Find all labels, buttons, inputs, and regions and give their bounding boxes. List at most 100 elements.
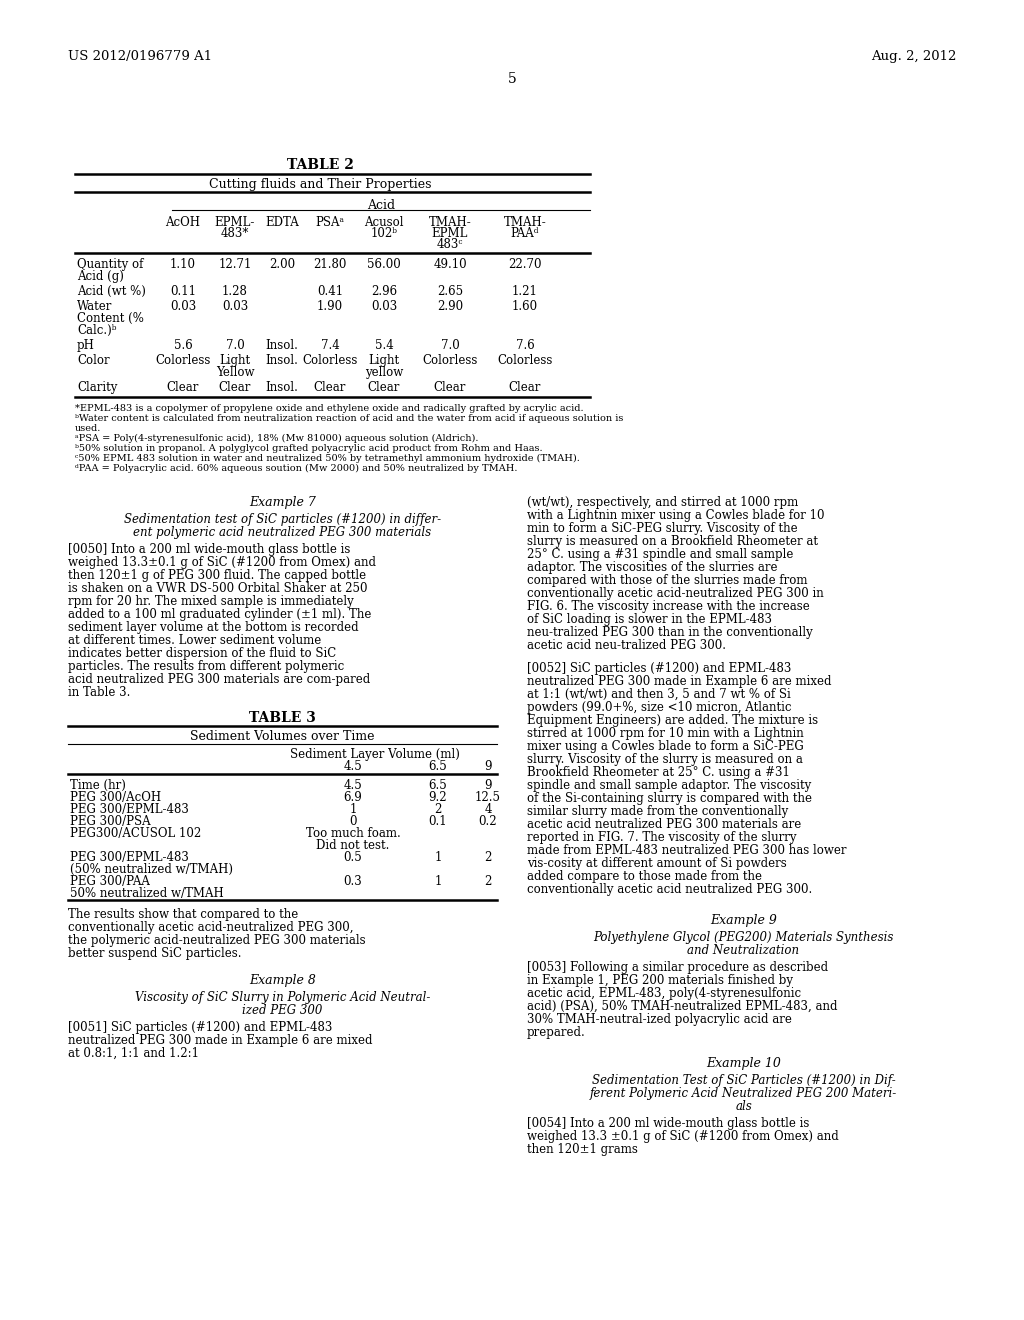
Text: similar slurry made from the conventionally: similar slurry made from the conventiona… bbox=[527, 805, 788, 818]
Text: 5.6: 5.6 bbox=[174, 339, 193, 352]
Text: Clear: Clear bbox=[368, 381, 400, 393]
Text: Too much foam.: Too much foam. bbox=[305, 828, 400, 840]
Text: 483*: 483* bbox=[221, 227, 249, 240]
Text: made from EPML-483 neutralized PEG 300 has lower: made from EPML-483 neutralized PEG 300 h… bbox=[527, 843, 847, 857]
Text: Clear: Clear bbox=[509, 381, 542, 393]
Text: 0: 0 bbox=[349, 814, 356, 828]
Text: Quantity of: Quantity of bbox=[77, 257, 143, 271]
Text: 483ᶜ: 483ᶜ bbox=[437, 238, 463, 251]
Text: 7.0: 7.0 bbox=[225, 339, 245, 352]
Text: sediment layer volume at the bottom is recorded: sediment layer volume at the bottom is r… bbox=[68, 620, 358, 634]
Text: 0.2: 0.2 bbox=[478, 814, 498, 828]
Text: FIG. 6. The viscosity increase with the increase: FIG. 6. The viscosity increase with the … bbox=[527, 601, 810, 612]
Text: then 120±1 grams: then 120±1 grams bbox=[527, 1143, 638, 1156]
Text: Calc.)ᵇ: Calc.)ᵇ bbox=[77, 323, 117, 337]
Text: 25° C. using a #31 spindle and small sample: 25° C. using a #31 spindle and small sam… bbox=[527, 548, 794, 561]
Text: Sediment Volumes over Time: Sediment Volumes over Time bbox=[190, 730, 375, 743]
Text: 2: 2 bbox=[484, 875, 492, 888]
Text: US 2012/0196779 A1: US 2012/0196779 A1 bbox=[68, 50, 212, 63]
Text: 4.5: 4.5 bbox=[344, 779, 362, 792]
Text: 0.11: 0.11 bbox=[170, 285, 196, 298]
Text: TABLE 3: TABLE 3 bbox=[249, 711, 316, 725]
Text: rpm for 20 hr. The mixed sample is immediately: rpm for 20 hr. The mixed sample is immed… bbox=[68, 595, 353, 609]
Text: PEG 300/PAA: PEG 300/PAA bbox=[70, 875, 150, 888]
Text: [0053] Following a similar procedure as described: [0053] Following a similar procedure as … bbox=[527, 961, 828, 974]
Text: 102ᵇ: 102ᵇ bbox=[371, 227, 397, 240]
Text: 0.03: 0.03 bbox=[222, 300, 248, 313]
Text: 30% TMAH-neutral-ized polyacrylic acid are: 30% TMAH-neutral-ized polyacrylic acid a… bbox=[527, 1012, 792, 1026]
Text: 1.21: 1.21 bbox=[512, 285, 538, 298]
Text: weighed 13.3±0.1 g of SiC (#1200 from Omex) and: weighed 13.3±0.1 g of SiC (#1200 from Om… bbox=[68, 556, 376, 569]
Text: 5.4: 5.4 bbox=[375, 339, 393, 352]
Text: at 0.8:1, 1:1 and 1.2:1: at 0.8:1, 1:1 and 1.2:1 bbox=[68, 1047, 199, 1060]
Text: ferent Polymeric Acid Neutralized PEG 200 Materi-: ferent Polymeric Acid Neutralized PEG 20… bbox=[590, 1086, 897, 1100]
Text: 0.41: 0.41 bbox=[317, 285, 343, 298]
Text: 56.00: 56.00 bbox=[368, 257, 400, 271]
Text: reported in FIG. 7. The viscosity of the slurry: reported in FIG. 7. The viscosity of the… bbox=[527, 832, 797, 843]
Text: 4.5: 4.5 bbox=[344, 760, 362, 774]
Text: Colorless: Colorless bbox=[156, 354, 211, 367]
Text: ᶜ50% EPML 483 solution in water and neutralized 50% by tetramethyl ammonium hydr: ᶜ50% EPML 483 solution in water and neut… bbox=[75, 454, 580, 463]
Text: PEG 300/AcOH: PEG 300/AcOH bbox=[70, 791, 161, 804]
Text: stirred at 1000 rpm for 10 min with a Lightnin: stirred at 1000 rpm for 10 min with a Li… bbox=[527, 727, 804, 741]
Text: Light: Light bbox=[219, 354, 251, 367]
Text: Equipment Engineers) are added. The mixture is: Equipment Engineers) are added. The mixt… bbox=[527, 714, 818, 727]
Text: 7.0: 7.0 bbox=[440, 339, 460, 352]
Text: yellow: yellow bbox=[365, 366, 403, 379]
Text: 5: 5 bbox=[508, 73, 516, 86]
Text: in Table 3.: in Table 3. bbox=[68, 686, 130, 700]
Text: Brookfield Rheometer at 25° C. using a #31: Brookfield Rheometer at 25° C. using a #… bbox=[527, 766, 790, 779]
Text: als: als bbox=[735, 1100, 752, 1113]
Text: Insol.: Insol. bbox=[265, 381, 298, 393]
Text: 4: 4 bbox=[484, 803, 492, 816]
Text: [0050] Into a 200 ml wide-mouth glass bottle is: [0050] Into a 200 ml wide-mouth glass bo… bbox=[68, 543, 350, 556]
Text: 2: 2 bbox=[434, 803, 441, 816]
Text: (wt/wt), respectively, and stirred at 1000 rpm: (wt/wt), respectively, and stirred at 10… bbox=[527, 496, 799, 510]
Text: conventionally acetic acid-neutralized PEG 300,: conventionally acetic acid-neutralized P… bbox=[68, 921, 353, 935]
Text: [0052] SiC particles (#1200) and EPML-483: [0052] SiC particles (#1200) and EPML-48… bbox=[527, 663, 792, 675]
Text: particles. The results from different polymeric: particles. The results from different po… bbox=[68, 660, 344, 673]
Text: 21.80: 21.80 bbox=[313, 257, 347, 271]
Text: min to form a SiC-PEG slurry. Viscosity of the: min to form a SiC-PEG slurry. Viscosity … bbox=[527, 521, 798, 535]
Text: at 1:1 (wt/wt) and then 3, 5 and 7 wt % of Si: at 1:1 (wt/wt) and then 3, 5 and 7 wt % … bbox=[527, 688, 791, 701]
Text: 6.5: 6.5 bbox=[429, 779, 447, 792]
Text: mixer using a Cowles blade to form a SiC-PEG: mixer using a Cowles blade to form a SiC… bbox=[527, 741, 804, 752]
Text: 0.03: 0.03 bbox=[170, 300, 197, 313]
Text: [0051] SiC particles (#1200) and EPML-483: [0051] SiC particles (#1200) and EPML-48… bbox=[68, 1020, 333, 1034]
Text: PEG300/ACUSOL 102: PEG300/ACUSOL 102 bbox=[70, 828, 202, 840]
Text: conventionally acetic acid neutralized PEG 300.: conventionally acetic acid neutralized P… bbox=[527, 883, 812, 896]
Text: Sedimentation test of SiC particles (#1200) in differ-: Sedimentation test of SiC particles (#12… bbox=[124, 513, 441, 525]
Text: spindle and small sample adaptor. The viscosity: spindle and small sample adaptor. The vi… bbox=[527, 779, 811, 792]
Text: acid) (PSA), 50% TMAH-neutralized EPML-483, and: acid) (PSA), 50% TMAH-neutralized EPML-4… bbox=[527, 1001, 838, 1012]
Text: *EPML-483 is a copolymer of propylene oxide and ethylene oxide and radically gra: *EPML-483 is a copolymer of propylene ox… bbox=[75, 404, 584, 413]
Text: EDTA: EDTA bbox=[265, 216, 299, 228]
Text: Colorless: Colorless bbox=[422, 354, 477, 367]
Text: AcOH: AcOH bbox=[166, 216, 201, 228]
Text: prepared.: prepared. bbox=[527, 1026, 586, 1039]
Text: 9: 9 bbox=[484, 779, 492, 792]
Text: Acid (wt %): Acid (wt %) bbox=[77, 285, 145, 298]
Text: 9.2: 9.2 bbox=[429, 791, 447, 804]
Text: PEG 300/PSA: PEG 300/PSA bbox=[70, 814, 151, 828]
Text: Clear: Clear bbox=[167, 381, 200, 393]
Text: Sediment Layer Volume (ml): Sediment Layer Volume (ml) bbox=[290, 748, 460, 762]
Text: and Neutralization: and Neutralization bbox=[687, 944, 800, 957]
Text: Clear: Clear bbox=[313, 381, 346, 393]
Text: Example 8: Example 8 bbox=[249, 974, 316, 987]
Text: slurry is measured on a Brookfield Rheometer at: slurry is measured on a Brookfield Rheom… bbox=[527, 535, 818, 548]
Text: Water: Water bbox=[77, 300, 113, 313]
Text: of the Si-containing slurry is compared with the: of the Si-containing slurry is compared … bbox=[527, 792, 812, 805]
Text: Yellow: Yellow bbox=[216, 366, 254, 379]
Text: Clarity: Clarity bbox=[77, 381, 118, 393]
Text: 2.96: 2.96 bbox=[371, 285, 397, 298]
Text: neutralized PEG 300 made in Example 6 are mixed: neutralized PEG 300 made in Example 6 ar… bbox=[68, 1034, 373, 1047]
Text: Clear: Clear bbox=[434, 381, 466, 393]
Text: then 120±1 g of PEG 300 fluid. The capped bottle: then 120±1 g of PEG 300 fluid. The cappe… bbox=[68, 569, 367, 582]
Text: EPML-: EPML- bbox=[215, 216, 255, 228]
Text: Acid: Acid bbox=[367, 199, 395, 213]
Text: weighed 13.3 ±0.1 g of SiC (#1200 from Omex) and: weighed 13.3 ±0.1 g of SiC (#1200 from O… bbox=[527, 1130, 839, 1143]
Text: Content (%: Content (% bbox=[77, 312, 144, 325]
Text: PEG 300/EPML-483: PEG 300/EPML-483 bbox=[70, 851, 188, 865]
Text: 1.90: 1.90 bbox=[317, 300, 343, 313]
Text: Colorless: Colorless bbox=[498, 354, 553, 367]
